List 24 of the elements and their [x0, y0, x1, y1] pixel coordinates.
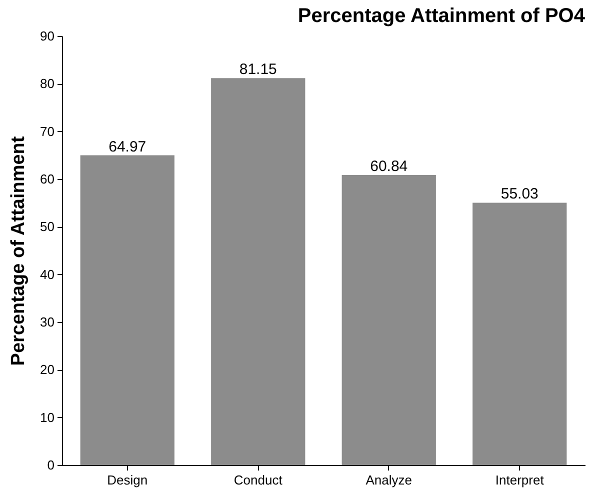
- y-tick-label: 20: [40, 362, 54, 378]
- bar: [211, 78, 306, 465]
- y-tick-label: 80: [40, 76, 54, 92]
- y-tick-label: 40: [40, 266, 54, 282]
- y-tick-label: 90: [40, 28, 54, 44]
- y-tick-label: 0: [47, 458, 54, 472]
- x-tick-label: Conduct: [234, 472, 283, 488]
- y-tick-label: 60: [40, 172, 54, 186]
- data-label: 60.84: [370, 158, 408, 175]
- y-axis-title: Percentage of Attainment: [8, 136, 30, 366]
- y-tick-label: 70: [40, 124, 54, 139]
- chart-title: Percentage Attainment of PO4: [298, 5, 586, 27]
- y-tick-label: 10: [40, 410, 54, 425]
- x-tick-label: Analyze: [366, 472, 412, 488]
- y-tick-label: 50: [40, 219, 54, 234]
- bar: [472, 202, 567, 465]
- y-tick-label: 30: [40, 314, 54, 330]
- data-label: 64.97: [108, 138, 146, 156]
- bar: [80, 155, 174, 465]
- x-tick-label: Interpret: [495, 472, 544, 488]
- x-tick-label: Design: [107, 472, 148, 488]
- data-label: 55.03: [500, 186, 538, 203]
- data-label: 81.15: [239, 61, 277, 78]
- bar: [342, 174, 436, 465]
